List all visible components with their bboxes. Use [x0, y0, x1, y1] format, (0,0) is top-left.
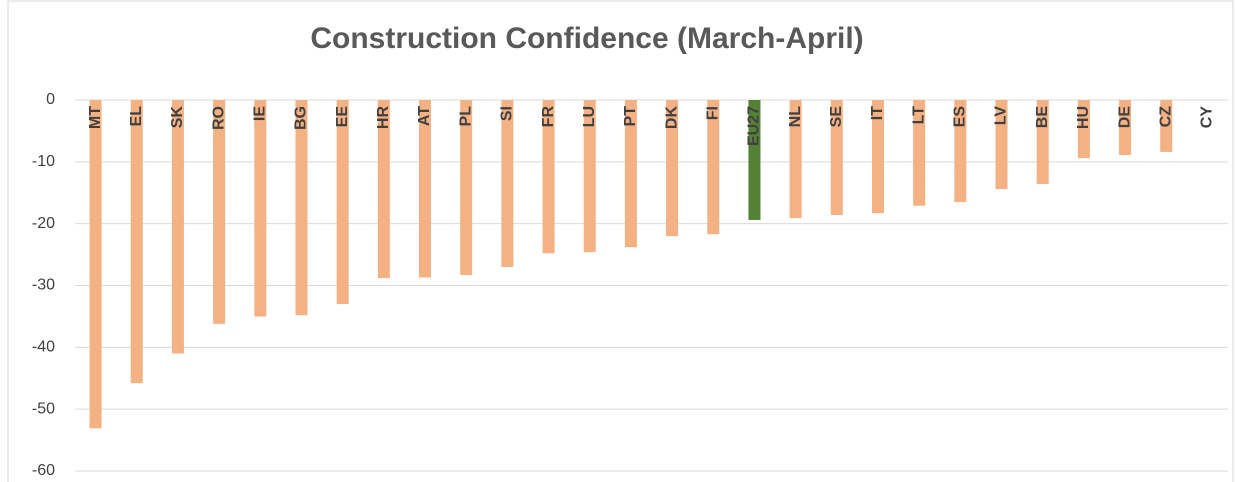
- chart-border: [7, 0, 1234, 482]
- x-tick-label: BG: [293, 106, 310, 130]
- x-tick-label: EL: [128, 106, 145, 127]
- x-tick-label: CY: [1199, 106, 1216, 129]
- x-tick-label: SI: [499, 106, 516, 121]
- bar: [748, 100, 761, 220]
- x-tick-label: HU: [1075, 106, 1092, 129]
- x-tick-label: ES: [952, 106, 969, 128]
- bar: [707, 100, 720, 235]
- bar: [1036, 100, 1049, 185]
- x-tick-label: EE: [334, 106, 351, 128]
- x-tick-label: EU27: [746, 106, 763, 146]
- y-tick-label: -60: [32, 462, 55, 479]
- bar: [583, 100, 596, 253]
- x-tick-label: DK: [663, 106, 680, 130]
- bar: [377, 100, 390, 279]
- bar: [130, 100, 143, 384]
- x-tick-label: DE: [1116, 106, 1133, 129]
- x-tick-label: LV: [993, 106, 1010, 126]
- y-tick-label: -50: [32, 400, 55, 417]
- bar: [789, 100, 802, 219]
- x-tick-label: MT: [87, 106, 104, 129]
- bar: [419, 100, 432, 278]
- bar: [1160, 100, 1173, 152]
- bar: [89, 100, 102, 429]
- y-tick-label: -20: [32, 215, 55, 232]
- bar: [213, 100, 226, 324]
- bar: [336, 100, 349, 305]
- bar: [913, 100, 926, 206]
- x-tick-label: CZ: [1157, 106, 1174, 128]
- x-tick-label: IE: [252, 106, 269, 121]
- y-tick-label: 0: [46, 91, 55, 108]
- bar: [1077, 100, 1090, 159]
- x-tick-label: SE: [828, 106, 845, 128]
- bar: [954, 100, 967, 203]
- bar: [254, 100, 267, 317]
- y-tick-label: -30: [32, 277, 55, 294]
- x-tick-label: PL: [457, 106, 474, 127]
- x-tick-label: LU: [581, 106, 598, 127]
- bar: [501, 100, 514, 267]
- x-tick-label: RO: [210, 106, 227, 130]
- x-tick-label: FI: [704, 106, 721, 120]
- x-tick-label: LT: [910, 106, 927, 125]
- bar: [871, 100, 884, 214]
- bar: [1119, 100, 1132, 156]
- x-tick-label: PT: [622, 106, 639, 127]
- bar: [542, 100, 555, 254]
- bar: [830, 100, 843, 216]
- bar: [995, 100, 1008, 190]
- x-tick-label: HR: [375, 106, 392, 130]
- x-tick-label: NL: [787, 106, 804, 128]
- x-tick-label: AT: [416, 106, 433, 126]
- bar: [460, 100, 473, 275]
- x-tick-label: SK: [169, 106, 186, 129]
- chart-title: Construction Confidence (March-April): [310, 22, 863, 55]
- y-tick-label: -10: [32, 153, 55, 170]
- x-tick-label: IT: [869, 106, 886, 120]
- y-tick-label: -40: [32, 339, 55, 356]
- bar: [624, 100, 637, 248]
- bar: [295, 100, 308, 316]
- x-tick-label: FR: [540, 106, 557, 128]
- bar: [666, 100, 679, 237]
- x-tick-label: BE: [1034, 106, 1051, 129]
- bar: [171, 100, 184, 354]
